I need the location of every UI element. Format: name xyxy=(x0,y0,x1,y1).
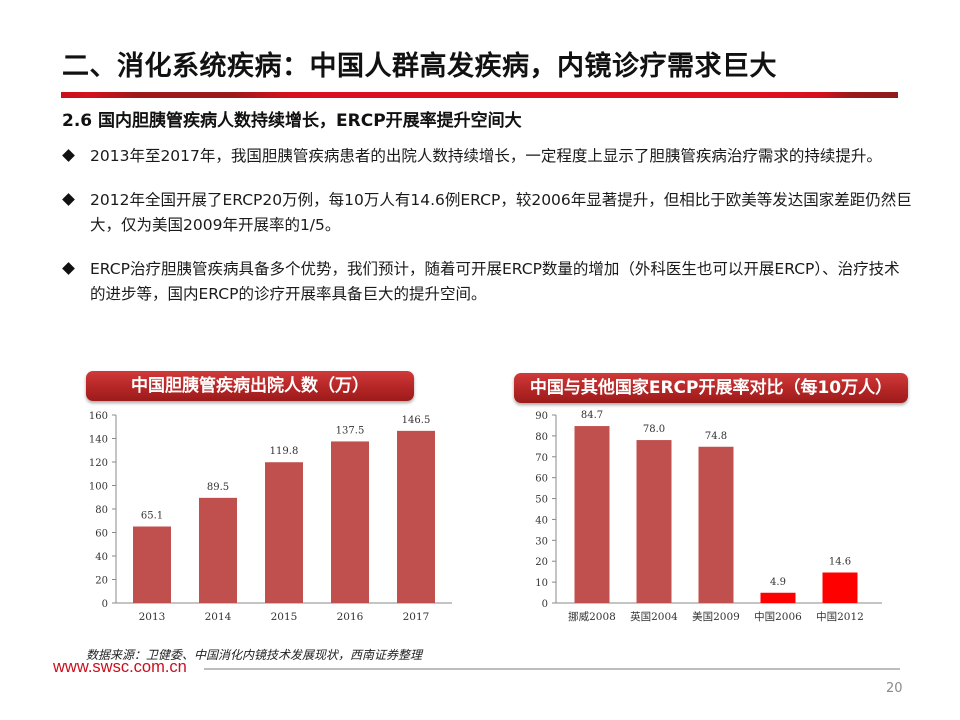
bullet-list: 2013年至2017年，我国胆胰管疾病患者的出院人数持续增长，一定程度上显示了胆… xyxy=(62,144,912,326)
y-tick-label: 120 xyxy=(89,458,108,469)
y-tick-label: 0 xyxy=(542,599,548,610)
bar xyxy=(133,526,171,603)
data-source-note: 数据来源：卫健委、中国消化内镜技术发展现状，西南证券整理 xyxy=(86,648,423,662)
bar xyxy=(760,592,796,603)
x-category-label: 2016 xyxy=(337,611,364,623)
y-tick-label: 40 xyxy=(95,552,108,563)
x-category-label: 挪威2008 xyxy=(568,610,616,623)
bar xyxy=(574,426,610,603)
x-category-label: 2015 xyxy=(271,611,298,623)
bar xyxy=(636,440,672,603)
x-category-label: 2017 xyxy=(403,611,430,623)
bar-value-label: 137.5 xyxy=(336,425,365,436)
y-tick-label: 70 xyxy=(535,453,548,464)
bar-value-label: 65.1 xyxy=(141,511,163,522)
bar-chart-1: 0 20 40 60 80 100 120 140 160 65.1 2013 89.5 2014 119… xyxy=(89,411,452,623)
y-tick-label: 100 xyxy=(89,482,108,493)
y-tick-label: 60 xyxy=(535,474,548,485)
bullet-text: ERCP治疗胆胰管疾病具备多个优势，我们预计，随着可开展ERCP数量的增加（外科… xyxy=(90,260,900,303)
bar-value-label: 146.5 xyxy=(402,415,431,426)
y-tick-label: 20 xyxy=(535,557,548,568)
x-category-label: 英国2004 xyxy=(630,610,678,623)
website-link[interactable]: www.swsc.com.cn xyxy=(53,658,187,676)
x-category-label: 中国2006 xyxy=(754,610,802,623)
page-number: 20 xyxy=(886,681,903,696)
website-background xyxy=(52,660,204,676)
y-tick-label: 60 xyxy=(95,529,108,540)
bullet-item: ERCP治疗胆胰管疾病具备多个优势，我们预计，随着可开展ERCP数量的增加（外科… xyxy=(62,257,912,307)
y-tick-label: 20 xyxy=(95,576,108,587)
y-tick-label: 160 xyxy=(89,411,108,422)
x-category-label: 中国2012 xyxy=(816,610,864,623)
bar-value-label: 4.9 xyxy=(770,577,786,588)
bullet-text: 2012年全国开展了ERCP20万例，每10万人有14.6例ERCP，较2006… xyxy=(90,191,912,234)
bar-chart-2: 0 10 20 30 40 50 60 70 80 90 84.7 挪威2008 78.0 英国2004 7… xyxy=(535,410,882,623)
bar-value-label: 74.8 xyxy=(705,431,727,442)
diamond-icon xyxy=(62,262,75,275)
bullet-item: 2012年全国开展了ERCP20万例，每10万人有14.6例ERCP，较2006… xyxy=(62,188,912,238)
bar xyxy=(265,462,303,603)
y-tick-label: 50 xyxy=(535,495,548,506)
chart2-title: 中国与其他国家ERCP开展率对比（每10万人） xyxy=(514,373,908,403)
y-tick-label: 30 xyxy=(535,536,548,547)
y-tick-label: 40 xyxy=(535,515,548,526)
bar-value-label: 89.5 xyxy=(207,482,229,493)
bar xyxy=(698,446,734,603)
bar-value-label: 84.7 xyxy=(581,410,603,421)
page-title: 二、消化系统疾病：中国人群高发疾病，内镜诊疗需求巨大 xyxy=(62,51,777,82)
diamond-icon xyxy=(62,193,75,206)
chart-ercp-rate: 0 10 20 30 40 50 60 70 80 90 84.7 挪威2008 78.0 英国2004 7… xyxy=(512,405,912,634)
bar xyxy=(199,497,237,603)
x-category-label: 2013 xyxy=(139,611,166,623)
bar xyxy=(397,430,435,603)
bullet-item: 2013年至2017年，我国胆胰管疾病患者的出院人数持续增长，一定程度上显示了胆… xyxy=(62,144,912,169)
y-tick-label: 80 xyxy=(95,505,108,516)
bar-value-label: 119.8 xyxy=(270,446,299,457)
y-tick-label: 80 xyxy=(535,432,548,443)
bar-value-label: 78.0 xyxy=(643,424,665,435)
y-tick-label: 140 xyxy=(89,435,108,446)
bar xyxy=(822,572,858,603)
section-subtitle: 2.6 国内胆胰管疾病人数持续增长，ERCP开展率提升空间大 xyxy=(62,111,522,131)
bar xyxy=(331,441,369,603)
chart-discharged-patients: 0 20 40 60 80 100 120 140 160 65.1 2013 89.5 2014 119… xyxy=(72,405,472,634)
footer-divider xyxy=(140,668,900,670)
y-tick-label: 10 xyxy=(535,578,548,589)
diamond-icon xyxy=(62,149,75,162)
y-tick-label: 0 xyxy=(102,599,108,610)
bar-value-label: 14.6 xyxy=(829,557,851,568)
chart1-title: 中国胆胰管疾病出院人数（万） xyxy=(86,371,414,401)
x-category-label: 2014 xyxy=(205,611,232,623)
bullet-text: 2013年至2017年，我国胆胰管疾病患者的出院人数持续增长，一定程度上显示了胆… xyxy=(90,147,882,165)
x-category-label: 美国2009 xyxy=(692,610,740,623)
title-divider xyxy=(61,92,898,98)
y-tick-label: 90 xyxy=(535,411,548,422)
